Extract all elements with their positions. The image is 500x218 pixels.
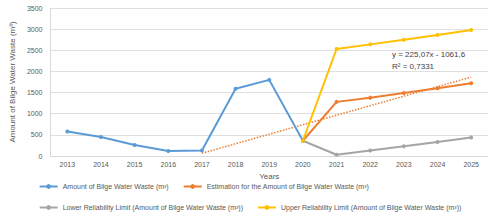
svg-text:1500: 1500 — [27, 89, 43, 96]
svg-text:R² = 0,7331: R² = 0,7331 — [392, 62, 435, 71]
svg-text:2013: 2013 — [60, 161, 76, 168]
svg-text:2021: 2021 — [329, 161, 345, 168]
svg-text:0: 0 — [39, 153, 43, 160]
svg-text:Estimation for the Amount of B: Estimation for the Amount of Bilge Water… — [207, 183, 369, 191]
svg-text:2024: 2024 — [430, 161, 446, 168]
svg-text:2022: 2022 — [362, 161, 378, 168]
svg-text:2017: 2017 — [194, 161, 210, 168]
svg-text:y = 225,07x - 1061,6: y = 225,07x - 1061,6 — [392, 49, 466, 59]
svg-text:Years: Years — [259, 172, 279, 181]
svg-text:Amount of Bilge Water Waste (m: Amount of Bilge Water Waste (m³) — [63, 183, 169, 191]
svg-text:2016: 2016 — [160, 161, 176, 168]
svg-text:Amount of Bilge Water Waste (m: Amount of Bilge Water Waste (m³) — [8, 21, 17, 143]
svg-text:500: 500 — [31, 131, 43, 138]
svg-text:Upper Reliability Limit (Amoun: Upper Reliability Limit (Amount of Bilge… — [281, 204, 461, 212]
svg-text:Lower Reliability Limit (Amoun: Lower Reliability Limit (Amount of Bilge… — [63, 204, 243, 212]
svg-text:3000: 3000 — [27, 26, 43, 33]
svg-text:2023: 2023 — [396, 161, 412, 168]
svg-text:1000: 1000 — [27, 110, 43, 117]
svg-text:2019: 2019 — [261, 161, 277, 168]
svg-text:3500: 3500 — [27, 5, 43, 12]
svg-text:2015: 2015 — [127, 161, 143, 168]
svg-text:2018: 2018 — [228, 161, 244, 168]
svg-text:2000: 2000 — [27, 68, 43, 75]
svg-text:2500: 2500 — [27, 47, 43, 54]
svg-text:2025: 2025 — [463, 161, 479, 168]
svg-text:2014: 2014 — [93, 161, 109, 168]
svg-text:2020: 2020 — [295, 161, 311, 168]
